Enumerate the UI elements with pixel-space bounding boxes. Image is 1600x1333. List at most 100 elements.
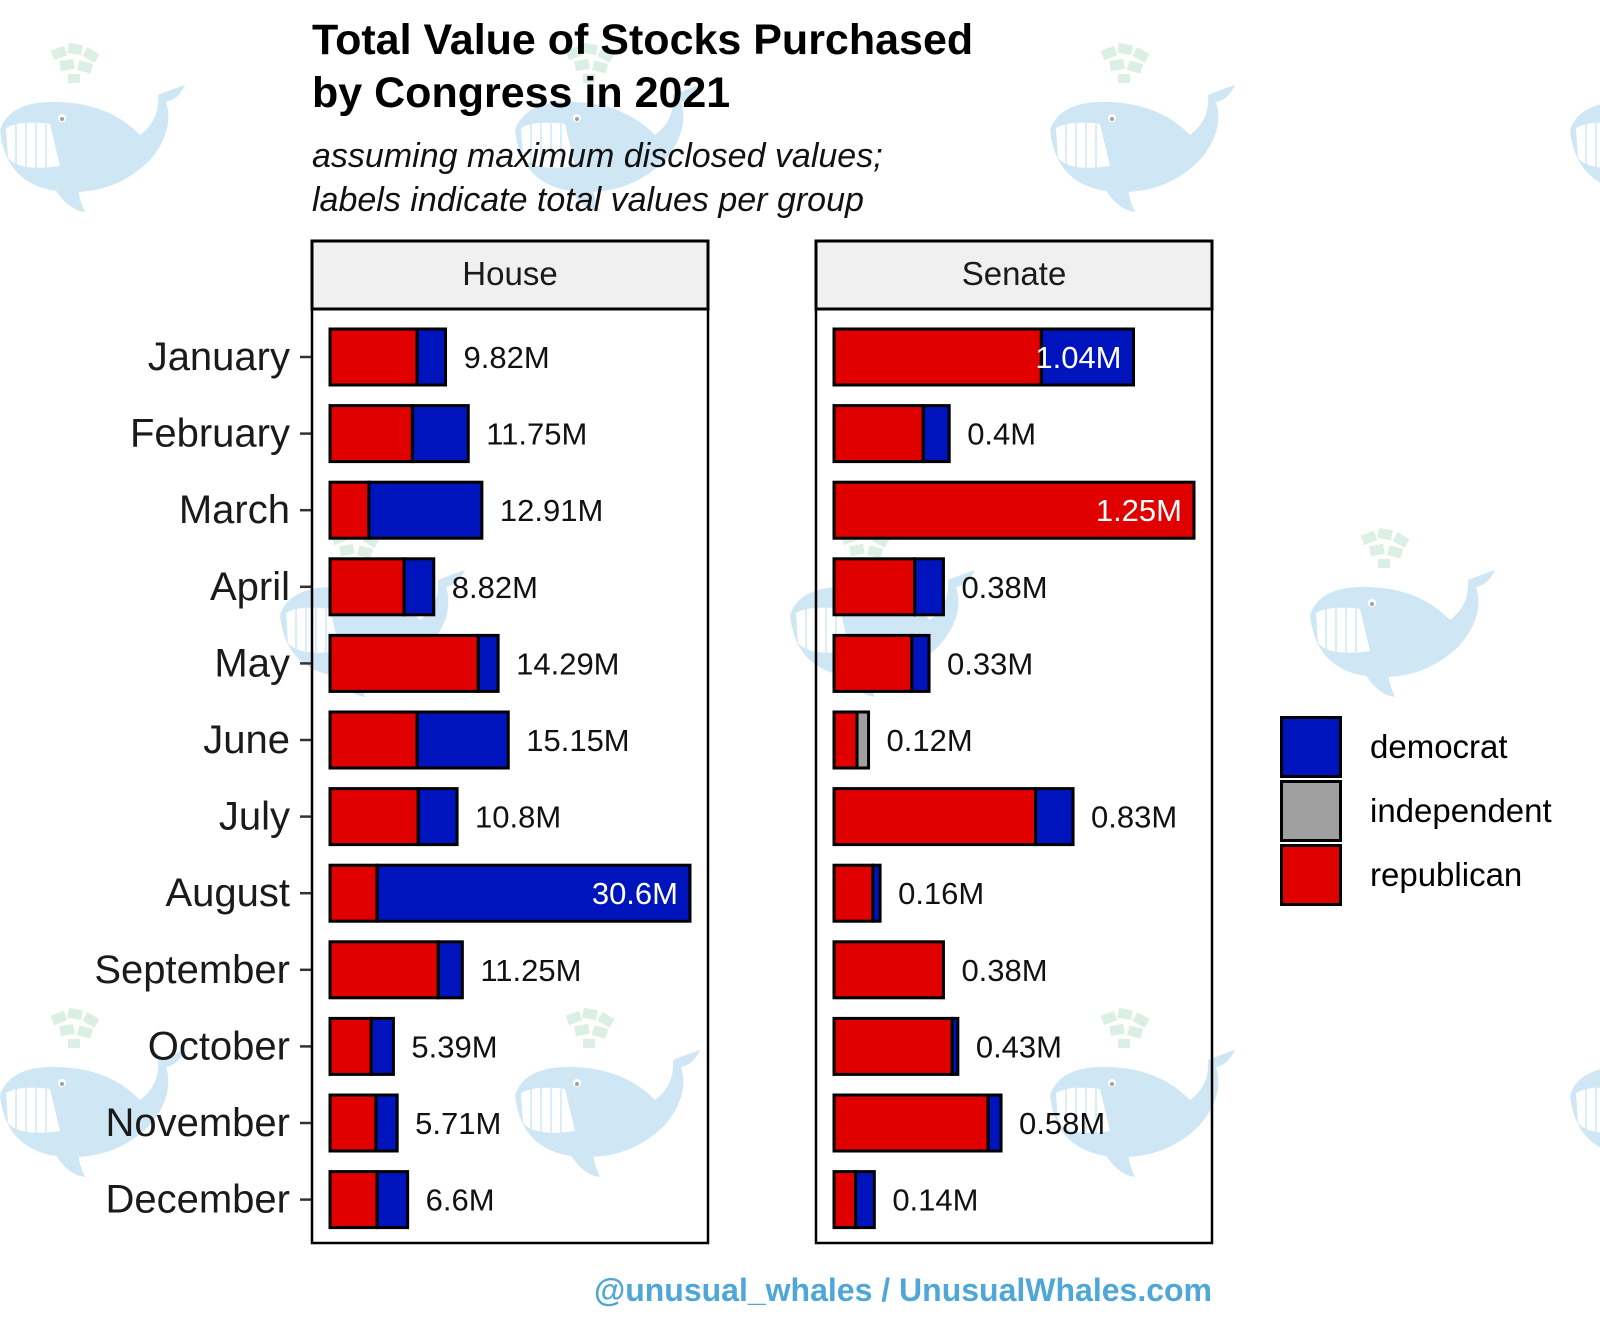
bar-segment-republican xyxy=(328,327,419,387)
y-axis-tick-label: August xyxy=(165,871,290,915)
y-axis-tick-label: March xyxy=(179,488,290,532)
y-axis-tick-label: October xyxy=(148,1024,290,1068)
legend: democrat independent republican xyxy=(1280,715,1552,907)
bar-segment-democrat xyxy=(921,404,951,464)
chart-title-line-2: by Congress in 2021 xyxy=(312,69,731,117)
bar-segment-republican xyxy=(328,863,379,923)
bar-segment-republican xyxy=(328,1093,378,1153)
bar-total-label: 30.6M xyxy=(592,876,678,911)
panel-senate: Senate 1.04M 0.4M 1.25M 0.38M 0.33M 0.12M 0.83M… xyxy=(814,239,1214,1245)
y-axis-tick-label: June xyxy=(203,718,290,762)
y-axis-tick-label: November xyxy=(105,1101,290,1145)
bar-total-label: 11.25M xyxy=(480,953,581,988)
bar-segment-democrat xyxy=(854,1170,876,1230)
bar-segment-republican xyxy=(832,480,1196,540)
bar-total-label: 0.38M xyxy=(961,953,1047,988)
bar-segment-republican xyxy=(328,404,414,464)
bar-segment-democrat xyxy=(415,327,448,387)
y-axis-tick-label: July xyxy=(219,795,290,839)
bar-total-label: 0.83M xyxy=(1091,800,1177,835)
bar-total-label: 8.82M xyxy=(452,570,538,605)
bar-total-label: 10.8M xyxy=(475,800,561,835)
y-axis-tick-label: January xyxy=(148,335,290,379)
bar-segment-democrat xyxy=(402,557,436,617)
chart-title-line-1: Total Value of Stocks Purchased xyxy=(312,16,974,64)
bar-segment-democrat xyxy=(1039,327,1136,387)
bar-total-label: 1.25M xyxy=(1096,493,1182,528)
bar-total-label: 15.15M xyxy=(526,723,629,758)
panel-house: House 9.82M 11.75M 12.91M 8.82M 14.29M 15.15M 1… xyxy=(310,239,710,1245)
y-axis-tick-label: December xyxy=(105,1178,290,1222)
bar-total-label: 0.12M xyxy=(887,723,973,758)
bar-segment-democrat xyxy=(410,404,470,464)
bar-segment-democrat xyxy=(416,787,459,847)
bar-total-label: 5.71M xyxy=(415,1106,501,1141)
panel-border xyxy=(310,307,710,1245)
panel-border xyxy=(814,307,1214,1245)
bar-total-label: 6.6M xyxy=(426,1183,495,1218)
chart-subtitle-line-2: labels indicate total values per group xyxy=(312,181,864,219)
bar-segment-republican xyxy=(328,940,440,1000)
chart-subtitle-line-1: assuming maximum disclosed values; xyxy=(312,137,883,175)
bar-segment-republican xyxy=(832,710,859,770)
bar-total-label: 5.39M xyxy=(411,1029,497,1064)
legend-label: democrat xyxy=(1370,728,1508,765)
bar-segment-democrat xyxy=(375,1170,410,1230)
bar-segment-democrat xyxy=(1034,787,1075,847)
bar-total-label: 14.29M xyxy=(516,646,619,681)
bar-segment-democrat xyxy=(476,633,500,693)
bar-segment-democrat xyxy=(367,480,484,540)
bar-total-label: 0.58M xyxy=(1019,1106,1105,1141)
bar-segment-republican xyxy=(328,710,419,770)
bar-segment-republican xyxy=(328,633,480,693)
facet-strip-label: House xyxy=(462,255,557,292)
bar-total-label: 0.16M xyxy=(898,876,984,911)
bar-segment-democrat xyxy=(871,863,882,923)
bar-segment-republican xyxy=(328,480,371,540)
bar-segment-democrat xyxy=(415,710,510,770)
legend-item-republican: republican xyxy=(1280,843,1552,907)
chart-title: Total Value of Stocks Purchased by Congr… xyxy=(312,14,973,120)
bar-segment-republican xyxy=(832,1093,990,1153)
bar-segment-republican xyxy=(832,1016,954,1076)
bar-segment-republican xyxy=(832,557,917,617)
bar-segment-democrat xyxy=(913,557,945,617)
bar-segment-democrat xyxy=(374,1093,399,1153)
legend-key-democrat xyxy=(1280,716,1342,778)
bar-segment-republican xyxy=(832,787,1038,847)
bar-segment-republican xyxy=(328,787,420,847)
bar-segment-republican xyxy=(328,557,406,617)
legend-label: independent xyxy=(1370,792,1552,829)
bar-total-label: 1.04M xyxy=(1035,340,1121,375)
bar-segment-republican xyxy=(832,1170,858,1230)
legend-key-independent xyxy=(1280,780,1342,842)
legend-item-democrat: democrat xyxy=(1280,715,1552,779)
bar-segment-democrat xyxy=(375,863,692,923)
y-axis-tick-label: April xyxy=(210,565,290,609)
bar-segment-republican xyxy=(832,940,945,1000)
bar-segment-republican xyxy=(832,404,925,464)
bar-total-label: 0.4M xyxy=(967,417,1036,452)
bar-segment-republican xyxy=(832,633,914,693)
facet-strip xyxy=(310,239,710,311)
bar-segment-republican xyxy=(328,1170,379,1230)
legend-key-republican xyxy=(1280,844,1342,906)
footer-credit[interactable]: @unusual_whales / UnusualWhales.com xyxy=(593,1272,1212,1308)
y-axis-tick-label: May xyxy=(214,641,290,685)
bar-segment-democrat xyxy=(910,633,931,693)
y-axis-tick-label: September xyxy=(94,948,290,992)
chart-subtitle: assuming maximum disclosed values; label… xyxy=(312,134,883,222)
y-axis-tick-label: February xyxy=(130,412,290,456)
bar-segment-democrat xyxy=(986,1093,1003,1153)
bar-segment-democrat xyxy=(369,1016,395,1076)
legend-label: republican xyxy=(1370,856,1523,893)
legend-item-independent: independent xyxy=(1280,779,1552,843)
bar-total-label: 0.33M xyxy=(947,646,1033,681)
facet-strip-label: Senate xyxy=(962,255,1067,292)
bar-segment-republican xyxy=(832,327,1043,387)
bar-total-label: 9.82M xyxy=(464,340,550,375)
bar-segment-democrat xyxy=(436,940,464,1000)
bar-segment-democrat xyxy=(950,1016,960,1076)
bar-total-label: 12.91M xyxy=(500,493,603,528)
bar-total-label: 0.14M xyxy=(892,1183,978,1218)
